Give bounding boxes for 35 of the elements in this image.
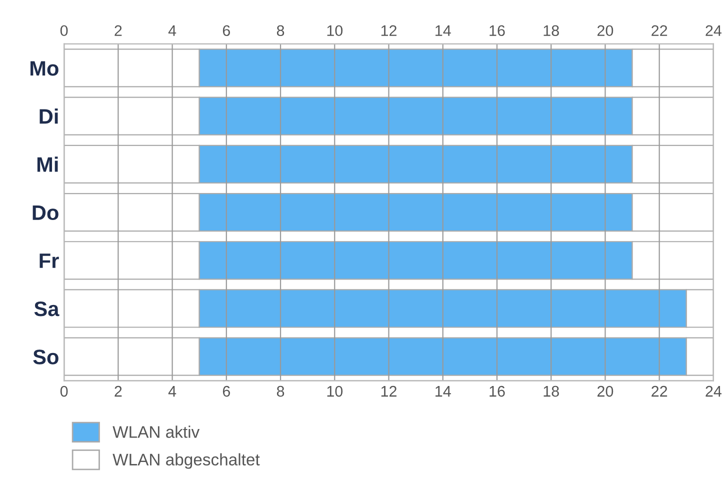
x2-tick-label: 10 (327, 25, 343, 36)
x2-tick-label: 0 (60, 25, 68, 36)
x-tick-label: 18 (544, 386, 559, 397)
legend-label: WLAN abgeschaltet (112, 453, 260, 469)
x-tick-label: 8 (276, 386, 284, 397)
y-tick-label: Mi (37, 156, 58, 172)
y-tick-label: Sa (34, 301, 60, 316)
x-tick-label: 22 (652, 386, 668, 397)
x-tick-label: 20 (597, 386, 614, 397)
x2-tick-label: 24 (706, 25, 722, 36)
x-tick-label: 4 (168, 386, 176, 397)
y-tick-label: Mo (30, 61, 58, 76)
x2-tick-label: 6 (222, 25, 230, 36)
x2-tick-label: 2 (114, 25, 122, 36)
y-tick-label: Do (32, 205, 58, 220)
x2-tick-label: 12 (381, 25, 396, 36)
x2-tick-label: 14 (436, 25, 451, 36)
x-tick-label: 2 (114, 386, 122, 397)
x2-tick-label: 22 (652, 25, 668, 36)
legend-label: WLAN aktiv (112, 426, 200, 438)
y-tick-label: Fr (40, 254, 59, 268)
x-tick-label: 14 (436, 386, 451, 397)
x-tick-label: 24 (706, 386, 722, 397)
x2-tick-label: 16 (490, 25, 505, 36)
x2-tick-label: 20 (597, 25, 614, 36)
x-tick-label: 0 (60, 386, 68, 397)
x-tick-label: 12 (381, 386, 396, 397)
x-tick-label: 10 (327, 386, 343, 397)
x-tick-label: 16 (490, 386, 505, 397)
x2-tick-label: 18 (544, 25, 559, 36)
x-tick-label: 6 (222, 386, 230, 397)
x2-tick-label: 8 (276, 25, 284, 36)
y-tick-label: Di (40, 108, 58, 124)
y-tick-label: So (33, 350, 58, 364)
x2-tick-label: 4 (168, 25, 176, 36)
